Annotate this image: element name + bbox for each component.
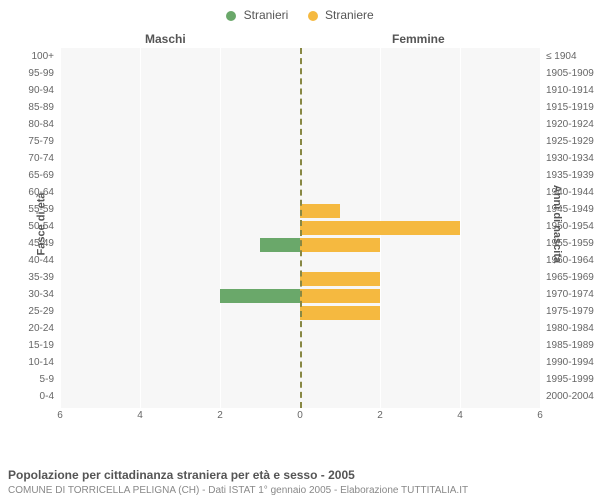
center-divider bbox=[300, 48, 302, 408]
legend-label-male: Stranieri bbox=[244, 8, 289, 22]
y-label-birth: 1975-1979 bbox=[546, 306, 600, 317]
y-label-birth: 1955-1959 bbox=[546, 238, 600, 249]
y-label-age: 95-99 bbox=[4, 68, 54, 79]
y-label-age: 85-89 bbox=[4, 102, 54, 113]
legend-female: Straniere bbox=[308, 8, 374, 22]
legend-male: Stranieri bbox=[226, 8, 288, 22]
x-tick-label: 2 bbox=[377, 410, 383, 421]
legend-dot-female bbox=[308, 11, 318, 21]
y-label-age: 10-14 bbox=[4, 357, 54, 368]
y-label-birth: 1915-1919 bbox=[546, 102, 600, 113]
legend-label-female: Straniere bbox=[325, 8, 374, 22]
y-label-age: 70-74 bbox=[4, 153, 54, 164]
y-label-age: 45-49 bbox=[4, 238, 54, 249]
y-label-birth: 1925-1929 bbox=[546, 136, 600, 147]
y-label-age: 40-44 bbox=[4, 255, 54, 266]
bar-male bbox=[220, 289, 300, 303]
y-label-age: 60-64 bbox=[4, 187, 54, 198]
y-label-birth: 1960-1964 bbox=[546, 255, 600, 266]
x-tick-label: 4 bbox=[457, 410, 463, 421]
bar-female bbox=[300, 289, 380, 303]
y-label-birth: 1965-1969 bbox=[546, 272, 600, 283]
bar-female bbox=[300, 204, 340, 218]
y-label-age: 25-29 bbox=[4, 306, 54, 317]
y-label-birth: 1945-1949 bbox=[546, 204, 600, 215]
legend: Stranieri Straniere bbox=[0, 0, 600, 26]
x-tick-label: 0 bbox=[297, 410, 303, 421]
chart-title: Popolazione per cittadinanza straniera p… bbox=[8, 468, 355, 482]
y-label-birth: 1930-1934 bbox=[546, 153, 600, 164]
y-label-age: 20-24 bbox=[4, 323, 54, 334]
y-label-birth: 1910-1914 bbox=[546, 85, 600, 96]
bar-female bbox=[300, 221, 460, 235]
y-label-age: 15-19 bbox=[4, 340, 54, 351]
y-label-birth: 1990-1994 bbox=[546, 357, 600, 368]
y-label-birth: ≤ 1904 bbox=[546, 51, 600, 62]
y-label-birth: 1995-1999 bbox=[546, 374, 600, 385]
bar-female bbox=[300, 306, 380, 320]
y-label-age: 90-94 bbox=[4, 85, 54, 96]
plot-area bbox=[60, 48, 540, 408]
y-label-birth: 1940-1944 bbox=[546, 187, 600, 198]
section-label-female: Femmine bbox=[392, 32, 445, 46]
y-label-birth: 2000-2004 bbox=[546, 391, 600, 402]
x-tick-label: 6 bbox=[57, 410, 63, 421]
x-tick-label: 4 bbox=[137, 410, 143, 421]
y-label-age: 50-54 bbox=[4, 221, 54, 232]
y-label-birth: 1970-1974 bbox=[546, 289, 600, 300]
y-label-birth: 1935-1939 bbox=[546, 170, 600, 181]
legend-dot-male bbox=[226, 11, 236, 21]
section-label-male: Maschi bbox=[145, 32, 186, 46]
x-tick-label: 2 bbox=[217, 410, 223, 421]
y-label-birth: 1950-1954 bbox=[546, 221, 600, 232]
y-label-age: 100+ bbox=[4, 51, 54, 62]
bar-male bbox=[260, 238, 300, 252]
y-label-age: 35-39 bbox=[4, 272, 54, 283]
y-label-birth: 1920-1924 bbox=[546, 119, 600, 130]
bar-female bbox=[300, 272, 380, 286]
y-label-age: 80-84 bbox=[4, 119, 54, 130]
chart-source: COMUNE DI TORRICELLA PELIGNA (CH) - Dati… bbox=[8, 485, 468, 496]
y-label-age: 30-34 bbox=[4, 289, 54, 300]
chart-container: Stranieri Straniere Maschi Femmine Fasce… bbox=[0, 0, 600, 500]
grid-line bbox=[540, 48, 541, 408]
bar-female bbox=[300, 238, 380, 252]
y-label-birth: 1980-1984 bbox=[546, 323, 600, 334]
y-label-age: 75-79 bbox=[4, 136, 54, 147]
y-label-birth: 1985-1989 bbox=[546, 340, 600, 351]
y-label-age: 0-4 bbox=[4, 391, 54, 402]
y-label-age: 65-69 bbox=[4, 170, 54, 181]
y-label-birth: 1905-1909 bbox=[546, 68, 600, 79]
y-label-age: 55-59 bbox=[4, 204, 54, 215]
chart-area: Fasce di età Anni di nascita 0224466 100… bbox=[60, 48, 540, 428]
x-tick-label: 6 bbox=[537, 410, 543, 421]
y-label-age: 5-9 bbox=[4, 374, 54, 385]
